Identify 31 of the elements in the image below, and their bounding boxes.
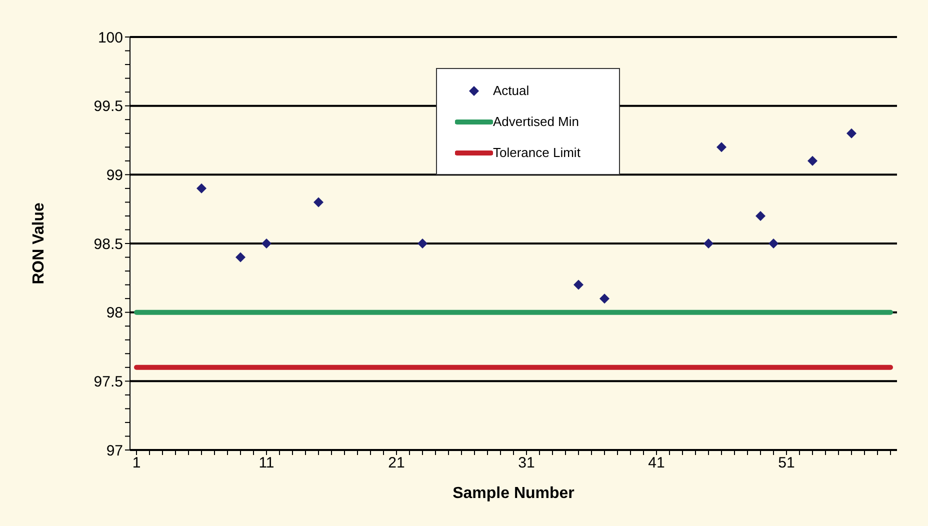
point [716,142,726,152]
y-tick-label: 98.5 [94,236,123,253]
y-tick-label: 99.5 [94,98,123,116]
x-tick-label: 41 [648,454,665,472]
point [574,280,584,290]
y-tick-label: 98 [106,304,123,322]
point [236,252,246,262]
x-tick-label: 31 [518,454,535,472]
x-tick-label: 21 [388,454,405,472]
point [846,128,856,138]
point [314,197,324,208]
y-tick-label: 97 [106,442,123,460]
point [768,238,778,248]
point [262,238,272,248]
legend-label: Actual [493,83,530,98]
x-axis-title: Sample Number [452,485,574,502]
y-axis-title: RON Value [30,202,48,284]
point [808,156,818,166]
y-tick-label: 99 [106,166,123,184]
legend-label: Advertised Min [493,114,579,129]
point [600,294,610,304]
y-tick-label: 100 [98,29,123,46]
legend-label: Tolerance Limit [493,145,580,160]
point [756,210,766,221]
x-tick-label: 11 [258,454,274,472]
point [196,183,206,194]
point [418,238,428,248]
point [704,238,714,248]
x-tick-label: 1 [132,454,141,472]
x-tick-label: 51 [778,454,795,472]
y-tick-label: 97.5 [94,373,123,390]
